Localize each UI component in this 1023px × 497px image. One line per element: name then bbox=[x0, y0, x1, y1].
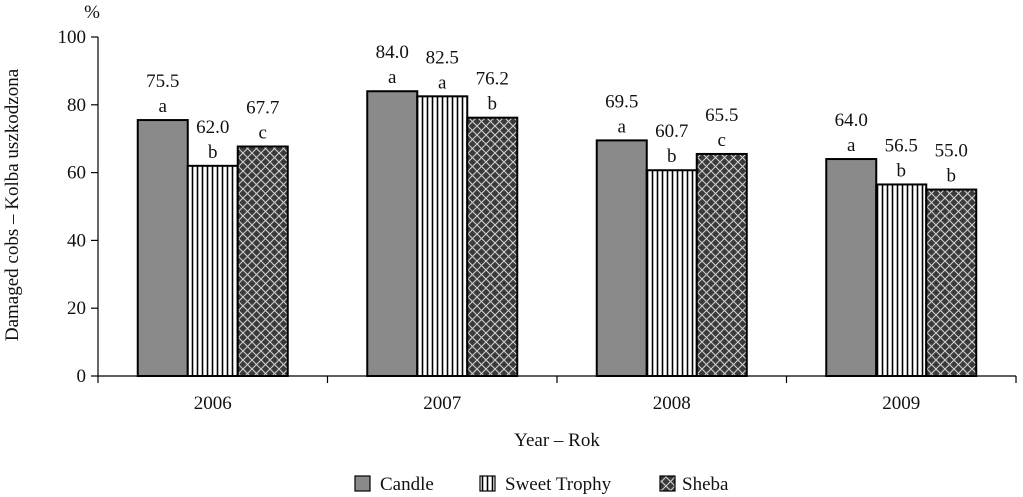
y-tick-label: 20 bbox=[67, 298, 86, 319]
y-axis-title: Damaged cobs – Kolba uszkodzona bbox=[2, 68, 23, 341]
y-tick-label: 100 bbox=[58, 27, 87, 48]
bar-value-label: 76.2 bbox=[476, 69, 509, 90]
x-tick-label: 2007 bbox=[423, 393, 461, 414]
legend-label-sheba: Sheba bbox=[682, 474, 729, 495]
bar-value-label: 69.5 bbox=[605, 91, 638, 112]
bar-candle-2009 bbox=[825, 158, 878, 377]
x-ticks: 2006 2007 2008 2009 bbox=[97, 376, 1017, 414]
bar-significance-letter: b bbox=[488, 94, 498, 115]
legend-item-sweet-trophy: Sweet Trophy bbox=[479, 474, 612, 495]
bar-sheba-2007 bbox=[466, 116, 519, 377]
bar-value-label: 75.5 bbox=[146, 71, 179, 92]
legend-label-candle: Candle bbox=[380, 474, 434, 495]
bar-significance-letter: a bbox=[159, 96, 168, 117]
bars bbox=[136, 90, 978, 378]
bar-sheba-2006 bbox=[236, 145, 289, 377]
y-tick-label: 80 bbox=[67, 95, 86, 116]
bar-value-label: 64.0 bbox=[835, 110, 868, 131]
y-tick-label: 0 bbox=[77, 366, 87, 387]
bar-sweet-trophy-2008 bbox=[645, 169, 698, 377]
y-unit-label: % bbox=[84, 2, 100, 23]
bar-significance-letter: b bbox=[947, 166, 957, 187]
x-tick-label: 2006 bbox=[194, 393, 232, 414]
x-tick-label: 2009 bbox=[882, 393, 920, 414]
legend-label-sweet-trophy: Sweet Trophy bbox=[505, 474, 612, 495]
bar-candle-2008 bbox=[595, 139, 648, 377]
legend-swatch-candle bbox=[354, 475, 371, 492]
bar-significance-letter: a bbox=[618, 116, 627, 137]
bar-value-label: 82.5 bbox=[426, 47, 459, 68]
bar-sheba-2008 bbox=[695, 152, 748, 377]
bar-sweet-trophy-2007 bbox=[416, 95, 469, 377]
bar-significance-letter: a bbox=[388, 67, 397, 88]
bar-value-label: 67.7 bbox=[246, 97, 279, 118]
bar-value-label: 84.0 bbox=[376, 42, 409, 63]
bar-sweet-trophy-2009 bbox=[875, 183, 928, 377]
legend: Candle Sweet Trophy Sheba bbox=[354, 474, 729, 495]
bar-significance-letter: a bbox=[847, 135, 856, 156]
bar-sweet-trophy-2006 bbox=[186, 164, 239, 377]
bar-significance-letter: a bbox=[438, 72, 447, 93]
bar-value-label: 62.0 bbox=[196, 117, 229, 138]
y-tick-label: 60 bbox=[67, 163, 86, 184]
bar-significance-letter: b bbox=[667, 146, 677, 167]
legend-item-candle: Candle bbox=[354, 474, 434, 495]
legend-swatch-sweet-trophy bbox=[479, 475, 496, 492]
bar-sheba-2009 bbox=[925, 188, 978, 377]
bar-significance-letter: b bbox=[897, 160, 907, 181]
bar-candle-2006 bbox=[136, 119, 189, 378]
bar-labels: a 75.5 b 62.0 c 67.7 a 84.0 a 82.5 b 76.2 a 69.5 b 60.7… bbox=[146, 42, 968, 186]
bar-value-label: 55.0 bbox=[935, 141, 968, 162]
bar-value-label: 65.5 bbox=[705, 105, 738, 126]
bar-significance-letter: c bbox=[718, 130, 726, 151]
y-tick-label: 40 bbox=[67, 230, 86, 251]
y-ticks: 0 20 40 60 80 100 bbox=[58, 27, 98, 387]
legend-item-sheba: Sheba bbox=[659, 474, 729, 495]
x-tick-label: 2008 bbox=[653, 393, 691, 414]
x-axis-title: Year – Rok bbox=[514, 430, 600, 451]
bar-significance-letter: c bbox=[259, 122, 267, 143]
bar-candle-2007 bbox=[366, 90, 419, 378]
bar-value-label: 56.5 bbox=[885, 135, 918, 156]
bar-value-label: 60.7 bbox=[655, 121, 688, 142]
bar-significance-letter: b bbox=[208, 142, 218, 163]
legend-swatch-sheba bbox=[659, 475, 676, 492]
